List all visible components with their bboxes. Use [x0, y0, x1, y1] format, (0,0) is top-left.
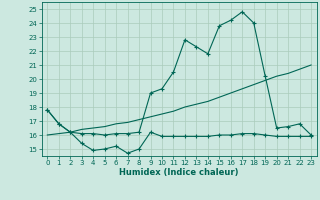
- X-axis label: Humidex (Indice chaleur): Humidex (Indice chaleur): [119, 168, 239, 177]
